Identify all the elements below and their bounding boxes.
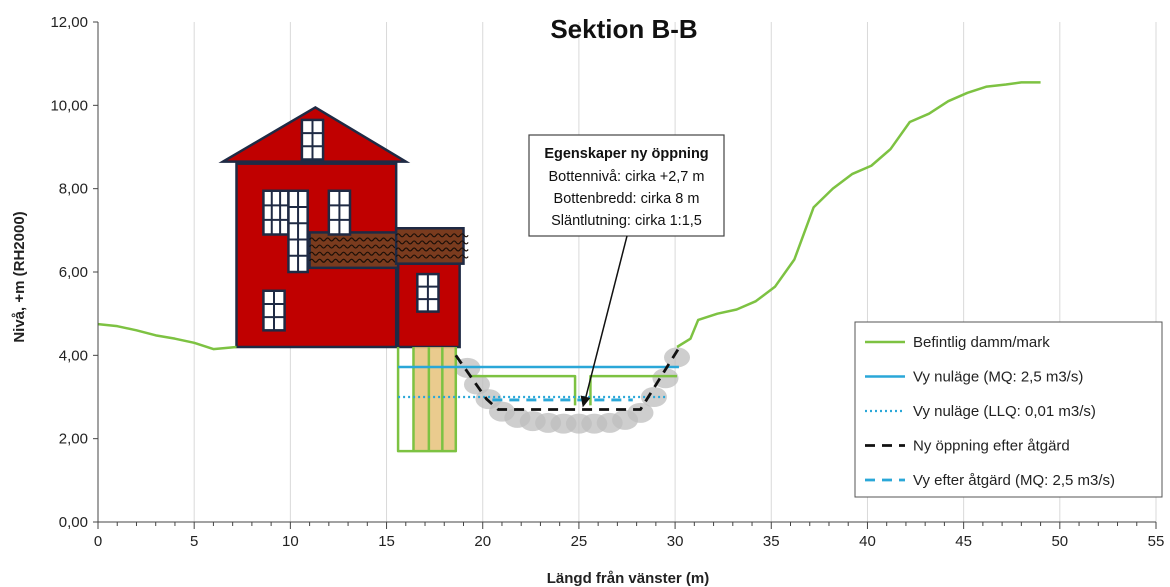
deck-texture	[395, 233, 469, 238]
x-axis-title: Längd från vänster (m)	[547, 570, 710, 587]
legend-label: Vy efter åtgärd (MQ: 2,5 m3/s)	[913, 472, 1115, 489]
x-tick-label: 0	[94, 533, 102, 550]
house-illustration	[218, 105, 469, 349]
annotation-line: Bottenbredd: cirka 8 m	[554, 191, 700, 207]
legend-box	[854, 321, 1163, 498]
x-tick-label: 5	[190, 533, 198, 550]
riprap-stone	[664, 347, 691, 368]
y-tick-label: 8,00	[59, 181, 88, 198]
legend-label: Vy nuläge (MQ: 2,5 m3/s)	[913, 369, 1083, 386]
series-line	[676, 81, 1041, 349]
chart-title: Sektion B-B	[550, 14, 697, 44]
series-line	[97, 322, 237, 351]
deck-texture	[309, 251, 407, 256]
x-tick-label: 35	[763, 533, 780, 550]
deck-texture	[309, 237, 407, 242]
riprap-stones	[454, 347, 691, 434]
legend-label: Befintlig damm/mark	[913, 334, 1050, 351]
series-3	[454, 344, 683, 411]
x-tick-label: 25	[571, 533, 588, 550]
annotation: Egenskaper ny öppning Bottennivå: cirka +…	[528, 134, 725, 408]
x-tick-label: 30	[667, 533, 684, 550]
x-tick-label: 20	[474, 533, 491, 550]
deck-texture	[395, 247, 469, 252]
deck-texture	[395, 240, 469, 245]
riprap-stone	[652, 368, 679, 389]
x-tick-label: 10	[282, 533, 299, 550]
series-line	[396, 347, 458, 453]
y-tick-label: 4,00	[59, 347, 88, 364]
annotation-arrow-line	[585, 235, 628, 398]
axes: 0 5 10 15 20 25 30 35 40 45 50 55 0,00 2,00 4,00 6,00 8,…	[50, 14, 1164, 550]
x-tick-label: 15	[378, 533, 395, 550]
annotation-title: Egenskaper ny öppning	[544, 146, 708, 162]
x-tick-label: 50	[1051, 533, 1068, 550]
x-tick-label: 55	[1148, 533, 1165, 550]
annotation-arrow-head	[580, 395, 591, 408]
annotation-line: Släntlutning: cirka 1:1,5	[551, 213, 702, 229]
y-tick-label: 2,00	[59, 431, 88, 448]
y-tick-label: 6,00	[59, 264, 88, 281]
x-tick-label: 40	[859, 533, 876, 550]
deck-texture	[395, 254, 469, 259]
series-line	[469, 374, 577, 406]
riprap-stone	[627, 402, 654, 423]
annotation-box	[528, 134, 725, 237]
pillar-fill	[413, 347, 456, 452]
annotation-line: Bottennivå: cirka +2,7 m	[549, 169, 705, 185]
pillars	[413, 347, 456, 452]
legend-label: Vy nuläge (LLQ: 0,01 m3/s)	[913, 403, 1096, 420]
y-tick-label: 0,00	[59, 514, 88, 531]
window	[262, 189, 290, 236]
y-tick-label: 10,00	[50, 97, 88, 114]
legend-label: Ny öppning efter åtgärd	[913, 438, 1070, 455]
deck-texture	[309, 244, 407, 249]
series-0	[97, 81, 1041, 453]
series-line	[454, 344, 683, 411]
x-tick-label: 45	[955, 533, 972, 550]
series	[97, 81, 1041, 453]
legend: Befintlig damm/mark Vy nuläge (MQ: 2,5 m3…	[854, 321, 1163, 498]
deck-texture	[309, 258, 407, 263]
y-tick-label: 12,00	[50, 14, 88, 31]
y-axis-title: Nivå, +m (RH2000)	[11, 211, 28, 342]
